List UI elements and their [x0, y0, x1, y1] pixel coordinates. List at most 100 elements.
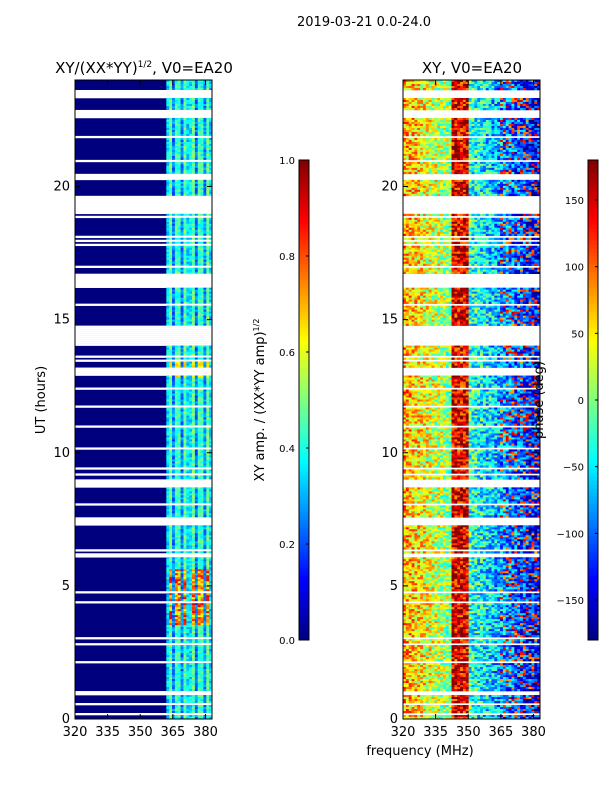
left-cell [200, 185, 204, 189]
left-cell [180, 561, 184, 564]
left-cell [174, 511, 179, 514]
left-cell [186, 415, 190, 418]
left-cell [177, 647, 181, 650]
left-cell [203, 709, 207, 712]
right-cell [505, 99, 509, 103]
left-gap-row [75, 481, 212, 484]
left-cell [180, 563, 184, 566]
left-cell [200, 619, 204, 622]
left-cell [209, 717, 213, 720]
left-cell [209, 245, 213, 249]
left-cell [200, 253, 204, 257]
left-cell [169, 513, 173, 516]
left-cell [189, 171, 193, 175]
right-cell [465, 127, 469, 131]
left-cell [209, 417, 213, 420]
left-cell [183, 155, 187, 159]
left-cell [174, 501, 179, 504]
right-cell [471, 87, 475, 91]
left-cell [186, 465, 190, 468]
right-cell [428, 121, 432, 125]
left-cell [200, 271, 204, 274]
left-cell [177, 611, 181, 614]
left-cell [203, 617, 207, 620]
left-cell [183, 397, 187, 400]
left-cell [197, 563, 201, 566]
left-cell [174, 469, 179, 472]
left-cell [169, 317, 173, 320]
left-cell [169, 80, 173, 83]
left-cell [192, 515, 196, 518]
left-cell [200, 559, 204, 562]
left-cell [194, 287, 199, 290]
right-cell [474, 87, 478, 91]
left-cell [189, 157, 193, 161]
left-cell [197, 487, 201, 490]
left-cell [177, 421, 181, 424]
left-cell [192, 535, 196, 538]
left-cell [177, 229, 181, 233]
left-cell [209, 567, 213, 570]
left-cell [169, 123, 173, 127]
left-cell [203, 669, 207, 672]
right-cell [420, 97, 424, 101]
colorbar-segment [299, 576, 309, 581]
right-cell [522, 105, 527, 109]
left-cell [192, 225, 196, 229]
left-cell [177, 221, 181, 225]
left-cell [200, 641, 204, 644]
left-cell [183, 525, 187, 528]
left-cell [166, 123, 170, 127]
left-cell [172, 615, 176, 618]
right-cell [482, 85, 487, 89]
colorbar-segment [299, 500, 309, 505]
left-cell [192, 613, 196, 616]
right-cell [485, 123, 489, 127]
left-cell [209, 631, 213, 634]
right-cell [471, 80, 475, 83]
left-cell [177, 557, 181, 560]
left-cell [169, 655, 173, 658]
right-cell [525, 105, 529, 109]
left-cell [180, 627, 184, 630]
right-cell [414, 83, 418, 87]
left-cell [177, 233, 181, 237]
right-cell [414, 107, 418, 111]
left-cell [206, 97, 210, 101]
left-cell [177, 649, 181, 652]
right-cell [497, 99, 501, 103]
left-cell [203, 251, 207, 255]
left-cell [169, 435, 173, 438]
left-cell [189, 245, 193, 249]
left-cell [203, 83, 207, 87]
left-cell [194, 607, 199, 610]
right-cell [537, 85, 541, 89]
left-cell [186, 225, 190, 229]
right-cell [488, 125, 492, 129]
right-cell [437, 80, 441, 83]
left-cell [166, 627, 170, 630]
left-cell [203, 145, 207, 149]
left-cell [177, 615, 181, 618]
left-cell [186, 619, 190, 622]
left-cell [177, 191, 181, 195]
left-cell [166, 227, 170, 231]
left-cell [209, 655, 213, 658]
left-cell [186, 469, 190, 472]
left-cell [166, 375, 170, 378]
left-cell [194, 249, 199, 253]
left-cell [206, 477, 210, 480]
left-cell [203, 547, 207, 550]
left-cell [197, 193, 201, 197]
right-cell [440, 101, 444, 105]
left-cell [177, 525, 181, 528]
left-cell [177, 87, 181, 91]
left-cell [186, 311, 190, 314]
left-cell [180, 579, 184, 582]
left-cell [194, 397, 199, 400]
left-cell [166, 137, 170, 141]
right-cell [471, 83, 475, 87]
left-cell [197, 647, 201, 650]
left-gap-row [75, 303, 212, 306]
left-cell [189, 449, 193, 452]
